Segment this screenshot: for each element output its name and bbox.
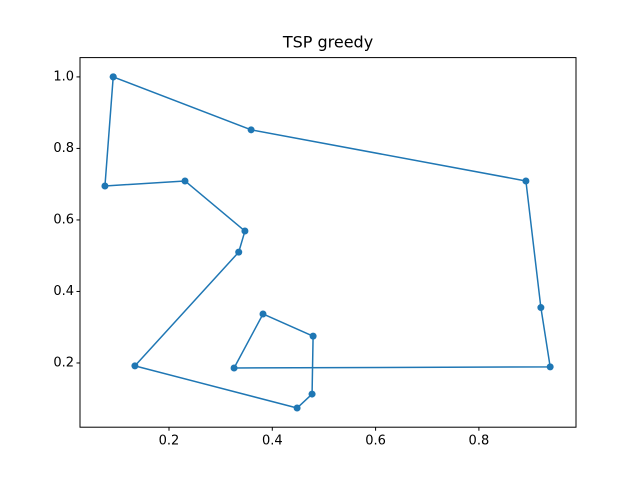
marker <box>109 73 117 81</box>
marker <box>230 364 238 372</box>
y-tick-label: 0.6 <box>53 212 74 227</box>
marker <box>259 310 267 318</box>
plot-frame <box>79 57 577 428</box>
marker <box>537 304 545 312</box>
x-tick-label: 0.4 <box>262 434 283 449</box>
marker <box>546 363 554 371</box>
x-tick-label: 0.6 <box>365 434 386 449</box>
marker <box>308 390 316 398</box>
x-tick-label: 0.8 <box>469 434 490 449</box>
x-tick-label: 0.2 <box>159 434 180 449</box>
marker <box>131 362 139 370</box>
marker <box>235 248 243 256</box>
marker <box>181 177 189 185</box>
marker <box>247 126 255 134</box>
line <box>104 76 551 409</box>
y-tick-label: 0.4 <box>53 284 74 299</box>
marker <box>522 177 530 185</box>
marker <box>241 227 249 235</box>
marker <box>293 404 301 412</box>
marker <box>101 182 109 190</box>
y-tick-label: 0.8 <box>53 141 74 156</box>
chart-title: TSP greedy <box>282 33 373 52</box>
y-tick-label: 1.0 <box>53 69 74 84</box>
y-tick-label: 0.2 <box>53 355 74 370</box>
marker <box>309 332 317 340</box>
